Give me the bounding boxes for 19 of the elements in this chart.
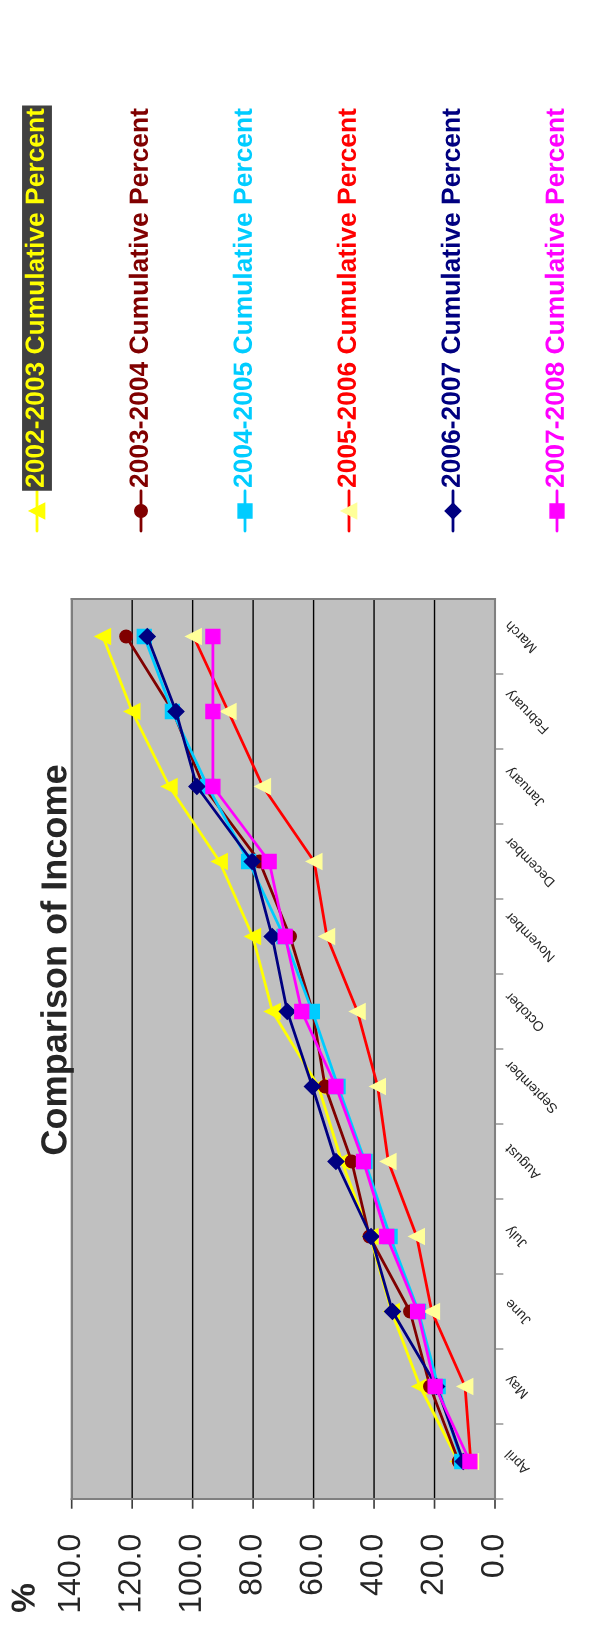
text: 2007-2008 Cumulative Percent [544, 108, 565, 488]
text: 2004-2005 Cumulative Percent [232, 108, 253, 488]
x-tick-label: 120.0 [118, 1534, 141, 1612]
text: 2003-2004 Cumulative Percent [128, 108, 149, 488]
x-tick-label: 20.0 [420, 1534, 444, 1595]
x-tick-label: 60.0 [299, 1534, 323, 1595]
x-tick-label: 140.0 [57, 1534, 81, 1612]
x-tick-label: 0.0 [480, 1534, 504, 1577]
text: % [11, 1584, 35, 1612]
y-tick-label: May [503, 1372, 531, 1400]
text: 2002-2003 Cumulative Percent [24, 108, 45, 488]
x-tick-label: 80.0 [239, 1534, 262, 1595]
text: 2006-2007 Cumulative Percent [440, 108, 461, 488]
text: Comparison of Income [40, 765, 74, 1155]
x-tick-label: 40.0 [360, 1534, 383, 1596]
y-tick-label: July [503, 1223, 530, 1250]
y-tick-label: April [503, 1447, 533, 1476]
x-tick-label: 100.0 [178, 1534, 202, 1612]
text: 2005-2006 Cumulative Percent [336, 108, 357, 488]
